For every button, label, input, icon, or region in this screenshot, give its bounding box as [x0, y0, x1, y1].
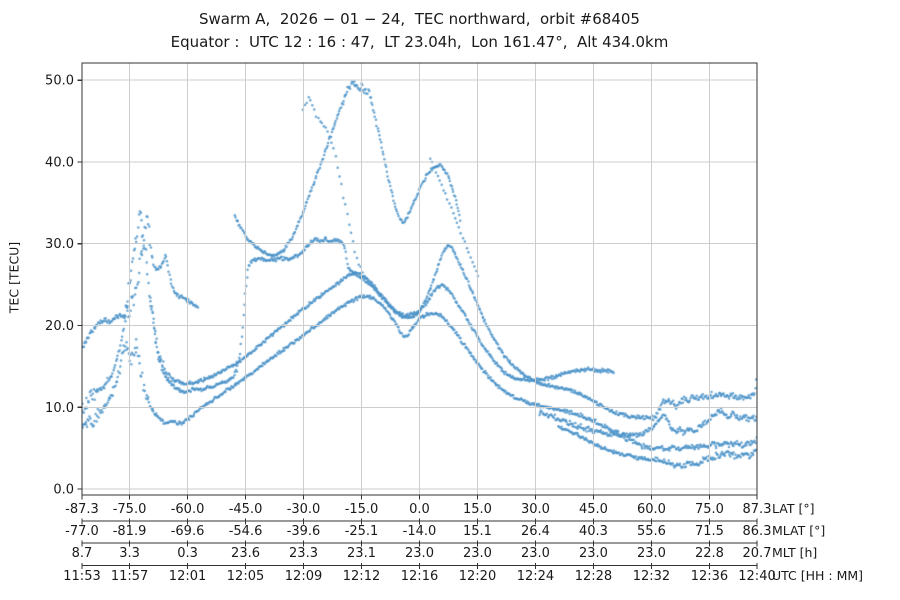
tick-label: 11:53 — [63, 569, 100, 584]
tick-label: 12:16 — [401, 569, 438, 584]
tick-label: 26.4 — [521, 524, 550, 539]
tick-label: 12:36 — [691, 569, 728, 584]
tick-label: 30.0 — [521, 502, 550, 517]
tick-label: 12:20 — [459, 569, 496, 584]
tick-label: 22.8 — [695, 546, 724, 561]
tick-label: -87.3 — [65, 502, 99, 517]
chart-subtitle: Equator : UTC 12 : 16 : 47, LT 23.04h, L… — [170, 33, 669, 51]
tick-label: 23.0 — [463, 546, 492, 561]
tick-label: -77.0 — [65, 524, 99, 539]
tick-label: -25.1 — [345, 524, 379, 539]
tick-label: -39.6 — [287, 524, 321, 539]
tick-label: 50.0 — [45, 74, 74, 89]
tick-label: 0.0 — [53, 483, 74, 498]
tick-label: -81.9 — [113, 524, 147, 539]
tick-label: 23.3 — [289, 546, 318, 561]
tick-label: -30.0 — [287, 502, 321, 517]
tick-label: 11:57 — [111, 569, 148, 584]
tick-label: -60.0 — [171, 502, 205, 517]
tick-label: 23.1 — [347, 546, 376, 561]
tick-label: 60.0 — [637, 502, 666, 517]
tick-label: 12:01 — [169, 569, 206, 584]
x-row-label-mlt: MLT [h] — [772, 544, 818, 560]
tick-label: 45.0 — [579, 502, 608, 517]
tick-label: 12:05 — [227, 569, 264, 584]
tick-label: 15.1 — [463, 524, 492, 539]
y-axis-label: TEC [TECU] — [6, 241, 22, 314]
tick-label: 23.0 — [405, 546, 434, 561]
tick-label: -75.0 — [113, 502, 147, 517]
tick-label: -54.6 — [229, 524, 263, 539]
x-row-label-utc: UTC [HH : MM] — [772, 567, 864, 583]
tick-label: 55.6 — [637, 524, 666, 539]
tick-label: -69.6 — [171, 524, 205, 539]
chart-title: Swarm A, 2026 − 01 − 24, TEC northward, … — [199, 10, 640, 28]
tick-label: 8.7 — [72, 546, 93, 561]
tick-label: 12:32 — [633, 569, 670, 584]
x-row-label-mlat: MLAT [°] — [772, 522, 826, 538]
tick-label: 12:12 — [343, 569, 380, 584]
tick-label: 23.0 — [579, 546, 608, 561]
tick-label: 20.0 — [45, 319, 74, 334]
tick-label: 23.0 — [521, 546, 550, 561]
tick-label: 12:28 — [575, 569, 612, 584]
tick-label: -45.0 — [229, 502, 263, 517]
tick-label: 15.0 — [463, 502, 492, 517]
x-row-label-lat: LAT [°] — [772, 500, 815, 516]
tick-label: 40.3 — [579, 524, 608, 539]
tick-label: 20.7 — [743, 546, 772, 561]
tick-label: 12:24 — [517, 569, 554, 584]
tick-label: 12:09 — [285, 569, 322, 584]
tick-label: 87.3 — [743, 502, 772, 517]
tick-label: -14.0 — [403, 524, 437, 539]
tick-label: -15.0 — [345, 502, 379, 517]
tick-label: 40.0 — [45, 155, 74, 170]
tick-label: 12:40 — [738, 569, 775, 584]
tick-label: 71.5 — [695, 524, 724, 539]
tick-label: 23.0 — [637, 546, 666, 561]
tick-label: 3.3 — [119, 546, 140, 561]
tick-label: 86.3 — [743, 524, 772, 539]
tick-label: 23.6 — [231, 546, 260, 561]
tick-label: 30.0 — [45, 237, 74, 252]
tick-label: 10.0 — [45, 401, 74, 416]
tick-label: 75.0 — [695, 502, 724, 517]
tick-label: 0.3 — [177, 546, 198, 561]
tick-label: 0.0 — [409, 502, 430, 517]
